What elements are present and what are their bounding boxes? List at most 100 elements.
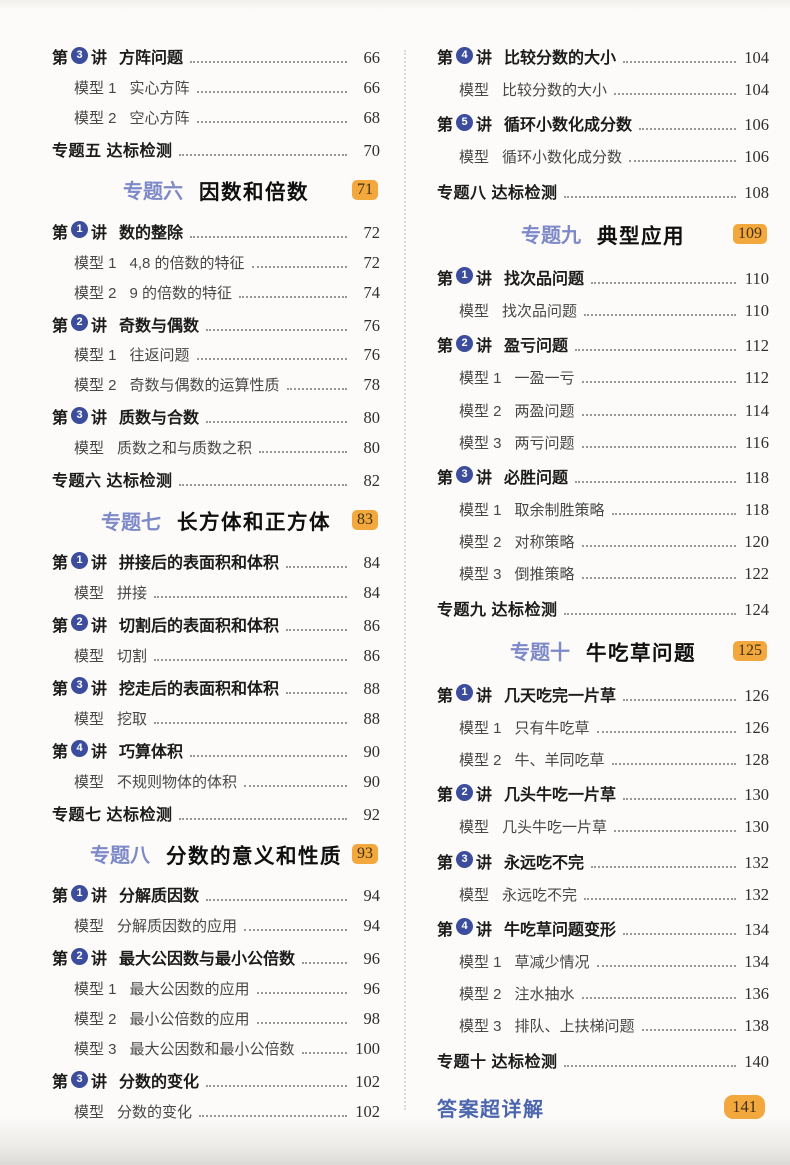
lecture-suffix: 讲 <box>91 224 108 242</box>
model-label: 模型 1 <box>459 502 502 520</box>
toc-model-row: 模型 2 奇数与偶数的运算性质 78 <box>52 374 380 395</box>
lecture-prefix: 第 <box>52 224 69 242</box>
entry-title: 分数的变化 <box>117 1104 193 1121</box>
unit-test-label: 专题十 达标检测 <box>437 1053 558 1071</box>
page-number: 120 <box>744 532 769 552</box>
entry-title: 比较分数的大小 <box>504 50 617 67</box>
dot-leader <box>154 658 347 661</box>
page-number: 94 <box>363 916 381 936</box>
lecture-prefix: 第 <box>52 1074 69 1092</box>
page-number: 66 <box>363 48 381 67</box>
toc-lecture-row: 第 4 讲牛吃草问题变形 134 <box>437 916 769 940</box>
lecture-prefix: 第 <box>437 50 454 67</box>
chapter-title: 典型应用 <box>597 224 685 248</box>
page-number: 100 <box>355 1039 380 1059</box>
page-number: 76 <box>363 345 381 365</box>
toc-test-row: 专题九 达标检测 124 <box>437 596 769 620</box>
entry-title: 最小公倍数的应用 <box>129 1011 250 1029</box>
lecture-prefix: 第 <box>52 410 69 428</box>
lecture-prefix: 第 <box>52 680 69 698</box>
lecture-number-badge: 4 <box>456 46 474 64</box>
dot-leader <box>196 90 347 93</box>
entry-title: 排队、上扶梯问题 <box>514 1018 635 1036</box>
lecture-prefix: 第 <box>437 921 454 939</box>
model-label: 模型 <box>74 918 105 936</box>
toc-model-row: 模型 3 倒推策略 122 <box>437 563 769 584</box>
page-number: 70 <box>363 140 381 160</box>
model-label: 模型 <box>74 710 105 728</box>
page-number: 90 <box>363 741 381 761</box>
page-number: 112 <box>744 368 769 388</box>
lecture-number-badge: 3 <box>71 406 89 424</box>
entry-title: 切割 <box>117 647 148 665</box>
toc-model-row: 模型 2 注水抽水 136 <box>437 983 769 1004</box>
entry-title: 空心方阵 <box>129 109 190 127</box>
dot-leader <box>581 577 736 580</box>
dot-leader <box>302 962 347 965</box>
lecture-suffix: 讲 <box>476 338 493 356</box>
dot-leader <box>256 1022 347 1025</box>
toc-model-row: 模型 质数之和与质数之积 80 <box>52 437 380 458</box>
lecture-number-badge: 4 <box>456 918 474 936</box>
page-number: 106 <box>744 147 769 167</box>
toc-test-row: 专题六 达标检测 82 <box>52 467 380 491</box>
dot-leader <box>611 763 736 766</box>
page-number: 118 <box>744 500 769 520</box>
entry-title: 最大公因数的应用 <box>129 981 250 999</box>
lecture-suffix: 讲 <box>91 317 108 335</box>
model-label: 模型 <box>74 585 105 602</box>
lecture-prefix: 第 <box>52 951 69 969</box>
unit-test-label: 专题九 达标检测 <box>437 601 558 619</box>
entry-title: 一盈一亏 <box>514 370 575 388</box>
toc-model-row: 模型 找次品问题 110 <box>437 300 769 321</box>
toc-lecture-row: 第 3 讲永远吃不完 132 <box>437 849 769 873</box>
unit-test-label: 专题七 达标检测 <box>52 806 173 824</box>
dot-leader <box>623 61 736 63</box>
entry-title: 永远吃不完 <box>502 886 578 904</box>
dot-leader <box>244 929 347 932</box>
lecture-number-badge: 3 <box>456 851 474 869</box>
lecture-suffix: 讲 <box>476 787 493 805</box>
model-label: 模型 2 <box>74 284 117 302</box>
entry-title: 几天吃完一片草 <box>504 687 617 705</box>
entry-title: 取余制胜策略 <box>514 502 605 520</box>
page-number: 78 <box>363 375 381 395</box>
lecture-suffix: 讲 <box>476 469 493 487</box>
entry-title: 质数与合数 <box>119 410 200 428</box>
lecture-suffix: 讲 <box>91 617 108 635</box>
lecture-prefix: 第 <box>437 338 454 356</box>
lecture-prefix: 第 <box>437 854 454 872</box>
chapter-page-badge: 83 <box>352 510 378 531</box>
lecture-number-badge: 2 <box>456 334 474 352</box>
page-number: 96 <box>363 949 381 969</box>
page-number: 88 <box>363 708 381 728</box>
lecture-number-badge: 1 <box>71 221 89 239</box>
toc-model-row: 模型 永远吃不完 132 <box>437 884 769 905</box>
page-number: 92 <box>363 804 381 824</box>
dot-leader <box>190 61 347 63</box>
toc-lecture-row: 第 1 讲几天吃完一片草 126 <box>437 682 769 706</box>
chapter-title: 分数的意义和性质 <box>166 844 342 868</box>
column-divider <box>404 50 406 1110</box>
page-number: 122 <box>744 564 769 584</box>
page-number: 116 <box>744 432 769 452</box>
toc-model-row: 模型 1 最大公因数的应用 96 <box>52 978 380 999</box>
model-label: 模型 2 <box>459 534 502 552</box>
page-number: 110 <box>744 301 769 321</box>
entry-title: 草减少情况 <box>514 954 590 972</box>
dot-leader <box>179 153 347 156</box>
model-label: 模型 1 <box>74 347 117 365</box>
model-label: 模型 1 <box>459 719 502 737</box>
toc-lecture-row: 第 1 讲数的整除 72 <box>52 219 380 243</box>
toc-model-row: 模型 比较分数的大小 104 <box>437 79 769 100</box>
entry-title: 最大公因数和最小公倍数 <box>129 1041 295 1059</box>
page-number: 86 <box>363 615 381 635</box>
model-label: 模型 3 <box>459 434 502 452</box>
model-label: 模型 3 <box>74 1041 117 1059</box>
entry-title: 找次品问题 <box>502 303 578 321</box>
